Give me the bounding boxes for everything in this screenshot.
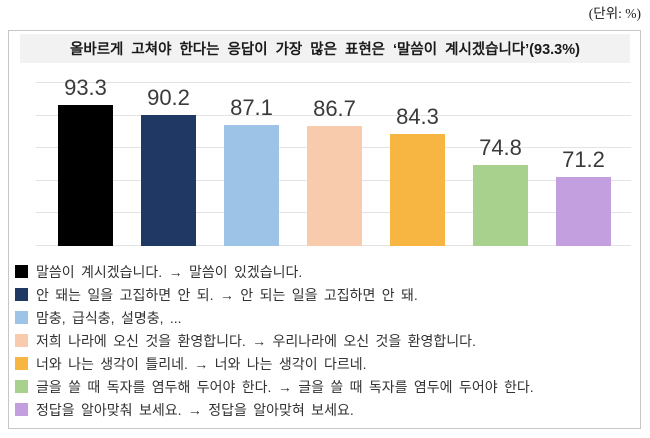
legend-swatch (15, 403, 28, 416)
bar (307, 126, 362, 246)
legend-item: 말씀이 계시겠습니다. → 말씀이 있겠습니다. (15, 260, 636, 283)
bar (224, 125, 279, 246)
bar-column: 84.3 (390, 83, 445, 246)
legend-swatch (15, 357, 28, 370)
bar (473, 165, 528, 246)
unit-label: (단위: %) (588, 6, 641, 21)
legend-item: 안 돼는 일을 고집하면 안 되. → 안 되는 일을 고집하면 안 돼. (15, 283, 636, 306)
bar (141, 114, 196, 246)
bar-value-label: 86.7 (313, 96, 356, 122)
legend-label: 저희 나라에 오신 것을 환영합니다. → 우리나라에 오신 것을 환영합니다. (36, 332, 476, 349)
bar-value-label: 74.8 (479, 135, 522, 161)
legend-swatch (15, 288, 28, 301)
legend-label: 너와 나는 생각이 틀리네. → 너와 나는 생각이 다르네. (36, 355, 367, 372)
bar-value-label: 87.1 (230, 95, 273, 121)
bar (390, 134, 445, 246)
legend-swatch (15, 265, 28, 278)
legend-label: 안 돼는 일을 고집하면 안 되. → 안 되는 일을 고집하면 안 돼. (36, 286, 418, 303)
bar-column: 71.2 (556, 83, 611, 246)
bar (556, 176, 611, 246)
bar-column: 86.7 (307, 83, 362, 246)
legend-label: 글을 쓸 때 독자를 염두해 두어야 한다. → 글을 쓸 때 독자를 염두에 … (36, 378, 534, 395)
legend-swatch (15, 380, 28, 393)
legend-item: 정답을 알아맞춰 보세요. → 정답을 알아맞혀 보세요. (15, 398, 636, 421)
bar-value-label: 71.2 (562, 146, 605, 172)
bar-value-label: 93.3 (64, 74, 107, 100)
plot-area: 93.3 90.2 87.1 86.7 84.3 74.8 71.2 (36, 76, 631, 246)
bar-column: 90.2 (141, 83, 196, 246)
chart-panel: 올바르게 고쳐야 한다는 응답이 가장 많은 표현은 ‘말씀이 계시겠습니다’(… (8, 30, 641, 429)
panel-title: 올바르게 고쳐야 한다는 응답이 가장 많은 표현은 ‘말씀이 계시겠습니다’(… (20, 34, 630, 63)
legend-item: 너와 나는 생각이 틀리네. → 너와 나는 생각이 다르네. (15, 352, 636, 375)
legend-item: 저희 나라에 오신 것을 환영합니다. → 우리나라에 오신 것을 환영합니다. (15, 329, 636, 352)
bar-column: 74.8 (473, 83, 528, 246)
legend-item: 맘충, 급식충, 설명충, ... (15, 306, 636, 329)
bar-column: 93.3 (58, 76, 113, 246)
legend-label: 말씀이 계시겠습니다. → 말씀이 있겠습니다. (36, 263, 303, 280)
bar (58, 104, 113, 246)
bar-column: 87.1 (224, 83, 279, 246)
legend-item: 글을 쓸 때 독자를 염두해 두어야 한다. → 글을 쓸 때 독자를 염두에 … (15, 375, 636, 398)
legend-swatch (15, 334, 28, 347)
legend-swatch (15, 311, 28, 324)
gridline (36, 82, 631, 83)
legend: 말씀이 계시겠습니다. → 말씀이 있겠습니다. 안 돼는 일을 고집하면 안 되… (15, 260, 636, 421)
bar-value-label: 84.3 (396, 104, 439, 130)
legend-label: 정답을 알아맞춰 보세요. → 정답을 알아맞혀 보세요. (36, 401, 354, 418)
gridline (36, 114, 631, 116)
bar-value-label: 90.2 (147, 84, 190, 110)
legend-label: 맘충, 급식충, 설명충, ... (36, 309, 182, 326)
